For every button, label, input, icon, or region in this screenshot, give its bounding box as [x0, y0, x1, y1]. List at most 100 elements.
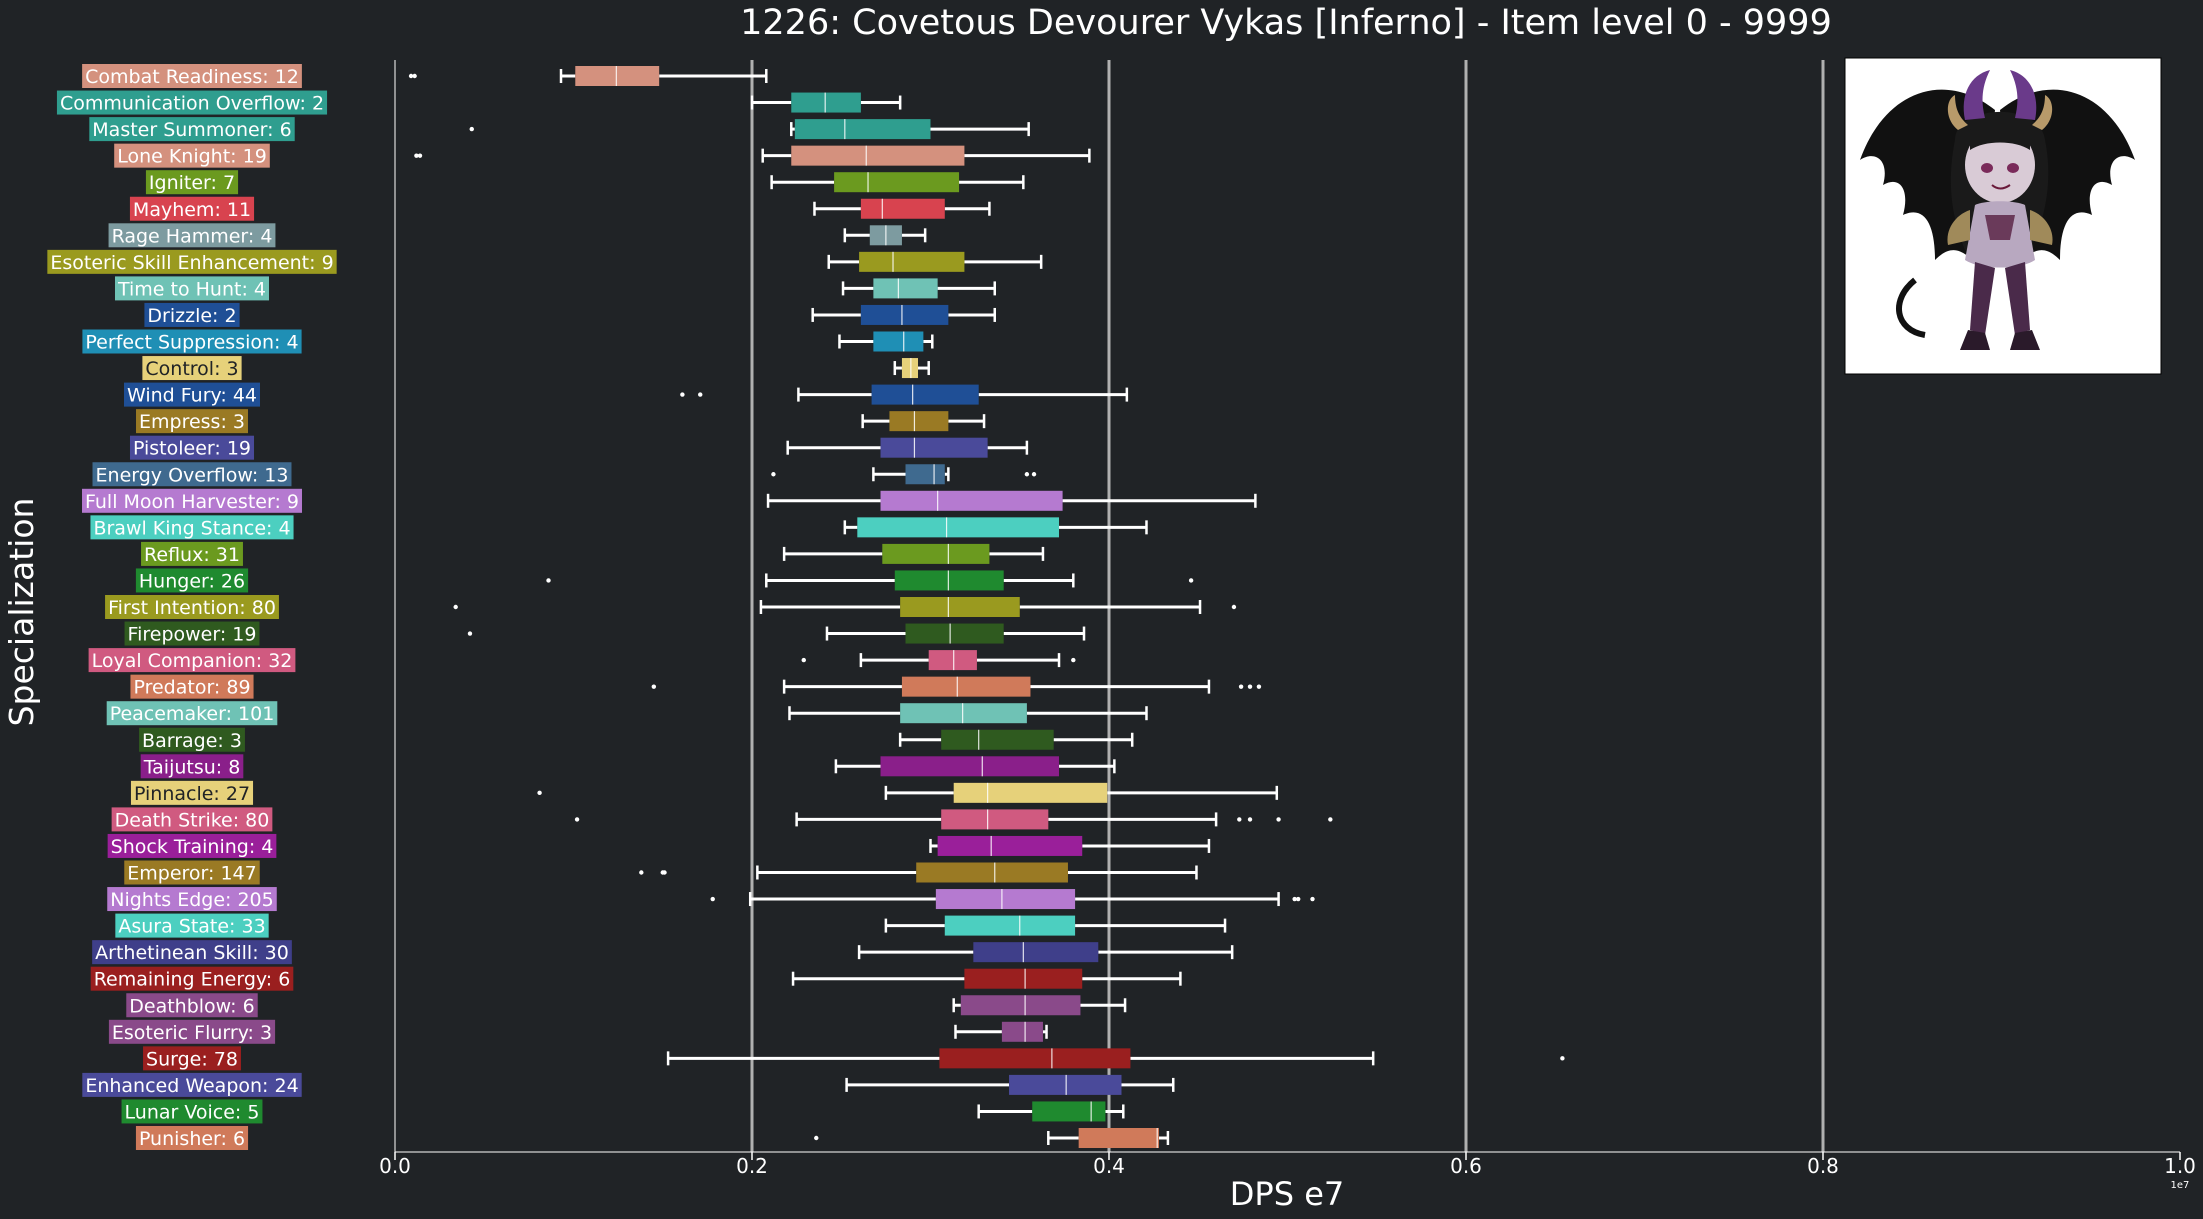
y-label-22: Loyal Companion: 32: [88, 648, 296, 673]
y-tick-label: Deathblow: 6: [129, 995, 254, 1017]
y-label-background: [106, 701, 278, 726]
y-label-34: Remaining Energy: 6: [90, 966, 294, 991]
box-33: [857, 942, 1234, 963]
y-label-13: Empress: 3: [136, 409, 248, 434]
y-label-background: [124, 621, 260, 646]
iqr-box: [1078, 1128, 1159, 1148]
y-label-background: [92, 940, 292, 965]
outlier-point: [710, 896, 715, 902]
iqr-box: [928, 650, 977, 671]
y-label-32: Asura State: 33: [115, 913, 269, 938]
y-label-23: Predator: 89: [130, 674, 254, 699]
box-4: [770, 172, 1025, 193]
y-label-background: [108, 1019, 276, 1044]
y-label-background: [123, 382, 261, 407]
box-17: [843, 517, 1148, 538]
boxes-group: [408, 66, 1565, 1148]
y-label-5: Mayhem: 11: [129, 196, 255, 221]
y-label-background: [90, 515, 294, 540]
y-tick-label: Perfect Suppression: 4: [85, 332, 298, 354]
box-37: [666, 1048, 1565, 1069]
outlier-point: [639, 870, 644, 875]
iqr-box: [960, 995, 1081, 1016]
iqr-box: [882, 543, 990, 564]
box-31: [710, 889, 1315, 910]
y-label-21: Firepower: 19: [124, 621, 260, 646]
y-label-16: Full Moon Harvester: 9: [82, 488, 302, 513]
outlier-point: [453, 604, 458, 610]
x-tick-label: 0.0: [379, 1154, 411, 1178]
y-label-background: [82, 488, 302, 513]
iqr-box: [941, 809, 1049, 830]
y-label-31: Nights Edge: 205: [107, 887, 277, 912]
y-tick-label: Combat Readiness: 12: [85, 66, 299, 88]
iqr-box: [1032, 1101, 1106, 1122]
outlier-point: [1188, 578, 1194, 583]
y-tick-label: Igniter: 7: [149, 172, 235, 194]
y-tick-label: Empress: 3: [139, 411, 245, 433]
outlier-point: [662, 870, 667, 875]
iqr-box: [860, 304, 949, 325]
iqr-box: [937, 835, 1083, 856]
y-label-9: Drizzle: 2: [144, 302, 240, 327]
box-24: [788, 703, 1148, 724]
y-label-background: [82, 64, 302, 88]
y-tick-label: Enhanced Weapon: 24: [85, 1075, 298, 1097]
y-label-background: [56, 90, 328, 115]
box-32: [884, 915, 1227, 936]
box-16: [766, 490, 1257, 511]
iqr-box: [871, 384, 979, 405]
y-label-39: Lunar Voice: 5: [121, 1099, 263, 1124]
y-label-background: [108, 223, 276, 248]
outlier-point: [801, 657, 806, 663]
box-23: [651, 676, 1262, 697]
x-axis-label: DPS e7: [1230, 1175, 1344, 1213]
iqr-box: [939, 1048, 1131, 1069]
box-5: [813, 198, 991, 219]
box-25: [898, 729, 1134, 750]
outlier-point: [546, 578, 551, 583]
y-label-background: [140, 754, 244, 779]
iqr-box: [935, 889, 1076, 910]
y-label-background: [145, 170, 239, 195]
y-label-background: [107, 833, 277, 858]
y-tick-label: Esoteric Skill Enhancement: 9: [50, 252, 333, 274]
y-tick-label: Pistoleer: 19: [133, 438, 251, 460]
box-30: [639, 862, 1198, 883]
y-label-19: Hunger: 26: [135, 568, 249, 593]
iqr-box: [894, 570, 1004, 591]
y-tick-label: Punisher: 6: [139, 1128, 245, 1150]
y-tick-label: Master Summoner: 6: [92, 119, 291, 141]
iqr-box: [905, 464, 945, 485]
y-label-background: [141, 541, 243, 566]
y-label-28: Death Strike: 80: [111, 807, 273, 832]
outlier-point: [1310, 896, 1315, 902]
iqr-box: [964, 968, 1083, 989]
outlier-point: [1292, 896, 1297, 902]
y-label-background: [47, 249, 337, 274]
y-tick-label: Communication Overflow: 2: [60, 93, 324, 115]
iqr-box: [905, 623, 1004, 644]
y-label-background: [136, 409, 248, 434]
outlier-point: [1031, 472, 1037, 477]
outlier-point: [680, 392, 685, 397]
y-tick-label: Barrage: 3: [142, 730, 242, 752]
iqr-box: [901, 358, 919, 379]
y-tick-label: Arthetinean Skill: 30: [95, 942, 289, 964]
y-tick-label: Hunger: 26: [139, 570, 245, 592]
y-label-29: Shock Training: 4: [107, 833, 277, 858]
y-label-27: Pinnacle: 27: [130, 780, 254, 805]
y-tick-label: Nights Edge: 205: [110, 889, 274, 911]
box-20: [453, 597, 1237, 617]
y-label-11: Control: 3: [142, 356, 242, 381]
y-tick-label: Time to Hunt: 4: [117, 278, 266, 300]
y-label-3: Lone Knight: 19: [114, 143, 270, 168]
iqr-box: [973, 942, 1099, 963]
y-label-background: [130, 674, 254, 699]
iqr-box: [944, 915, 1076, 936]
outlier-point: [574, 817, 580, 822]
box-0: [408, 66, 768, 86]
y-tick-label: Energy Overflow: 13: [96, 464, 289, 486]
outlier-point: [412, 73, 417, 79]
y-label-background: [107, 887, 277, 912]
